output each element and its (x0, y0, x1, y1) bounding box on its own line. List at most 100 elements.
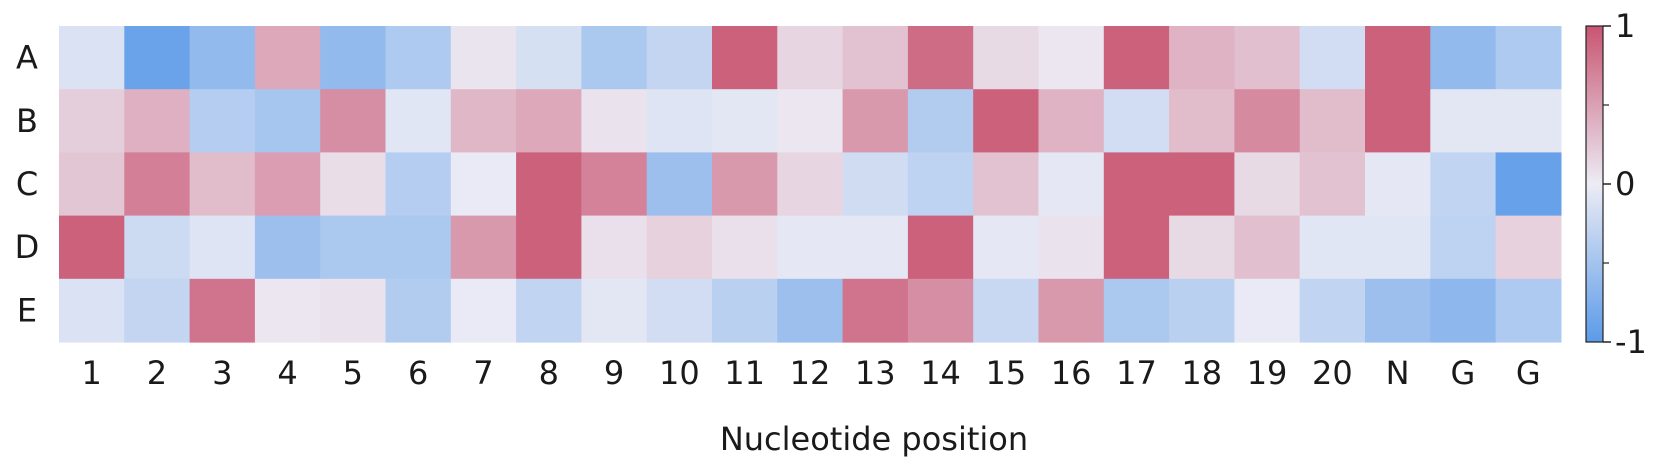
heatmap-cell-B-18 (1169, 89, 1235, 153)
heatmap-cell-D-8 (516, 215, 582, 280)
y-tick-label-B: B (16, 102, 38, 140)
heatmap-cell-D-15 (973, 215, 1040, 280)
heatmap-cell-B-8 (516, 89, 582, 153)
heatmap-cell-E-6 (385, 278, 452, 343)
heatmap-cell-B-7 (450, 89, 517, 153)
heatmap-cell-A-4 (254, 26, 321, 90)
heatmap-cell-A-9 (581, 26, 648, 90)
heatmap-cell-E-7 (450, 278, 517, 343)
heatmap-cell-E-4 (254, 278, 321, 343)
heatmap-cell-A-13 (842, 26, 909, 90)
heatmap-cell-C-21 (1365, 152, 1431, 217)
x-tick-label-6: 6 (408, 354, 428, 392)
x-tick-label-18: 18 (1181, 354, 1222, 392)
x-tick-label-21: N (1386, 354, 1410, 392)
heatmap-cell-A-7 (450, 26, 517, 90)
heatmap-cell-A-15 (973, 26, 1040, 90)
heatmap-cell-C-7 (450, 152, 517, 217)
heatmap-cell-C-17 (1103, 152, 1170, 217)
colorbar: 1 0 -1 (1585, 7, 1647, 361)
x-tick-label-5: 5 (343, 354, 363, 392)
y-tick-label-C: C (16, 165, 38, 203)
x-tick-label-9: 9 (604, 354, 624, 392)
heatmap-cell-D-23 (1495, 215, 1562, 280)
heatmap-cell-B-3 (189, 89, 256, 153)
heatmap-cell-D-11 (712, 215, 778, 280)
heatmap-cell-E-18 (1169, 278, 1235, 343)
heatmap-cell-E-11 (712, 278, 778, 343)
heatmap-cell-B-1 (59, 89, 125, 153)
heatmap-cell-A-12 (777, 26, 844, 90)
heatmap-cell-D-6 (385, 215, 452, 280)
heatmap-cell-B-16 (1038, 89, 1105, 153)
heatmap-cell-D-5 (320, 215, 387, 280)
heatmap-cell-A-8 (516, 26, 582, 90)
heatmap-cell-E-15 (973, 278, 1040, 343)
heatmap-cell-C-10 (646, 152, 713, 217)
heatmap-cell-B-11 (712, 89, 778, 153)
x-tick-label-22: G (1451, 354, 1476, 392)
x-tick-label-12: 12 (790, 354, 831, 392)
heatmap-cell-A-20 (1299, 26, 1366, 90)
x-tick-label-10: 10 (659, 354, 700, 392)
heatmap-cell-A-23 (1495, 26, 1562, 90)
heatmap-cell-B-23 (1495, 89, 1562, 153)
heatmap-cell-B-22 (1430, 89, 1497, 153)
heatmap-cell-D-22 (1430, 215, 1497, 280)
heatmap-cell-A-10 (646, 26, 713, 90)
heatmap-cell-D-19 (1234, 215, 1301, 280)
heatmap-cell-E-16 (1038, 278, 1105, 343)
heatmap-cell-E-9 (581, 278, 648, 343)
heatmap-cell-C-16 (1038, 152, 1105, 217)
heatmap-cell-D-17 (1103, 215, 1170, 280)
heatmap-cell-E-12 (777, 278, 844, 343)
heatmap-cell-A-14 (907, 26, 974, 90)
x-tick-label-11: 11 (724, 354, 765, 392)
heatmap-cell-C-9 (581, 152, 648, 217)
heatmap-cell-D-12 (777, 215, 844, 280)
heatmap-cell-B-2 (124, 89, 191, 153)
x-tick-label-3: 3 (212, 354, 232, 392)
heatmap-cell-D-14 (907, 215, 974, 280)
x-tick-label-20: 20 (1312, 354, 1353, 392)
heatmap-cell-C-18 (1169, 152, 1235, 217)
x-tick-label-15: 15 (985, 354, 1026, 392)
x-tick-label-17: 17 (1116, 354, 1157, 392)
heatmap-cell-C-20 (1299, 152, 1366, 217)
heatmap-cell-E-3 (189, 278, 256, 343)
colorbar-tick-label: -1 (1615, 323, 1647, 361)
heatmap-cell-B-9 (581, 89, 648, 153)
x-tick-label-2: 2 (147, 354, 167, 392)
x-tick-label-14: 14 (920, 354, 961, 392)
x-tick-label-7: 7 (473, 354, 493, 392)
y-tick-label-D: D (15, 228, 40, 266)
heatmap-cell-B-20 (1299, 89, 1366, 153)
heatmap-cell-B-14 (907, 89, 974, 153)
y-tick-label-E: E (17, 291, 37, 329)
colorbar-tick-label: 1 (1615, 7, 1635, 45)
heatmap-cell-E-2 (124, 278, 191, 343)
x-tick-label-13: 13 (855, 354, 896, 392)
heatmap-cell-E-8 (516, 278, 582, 343)
heatmap-cell-D-9 (581, 215, 648, 280)
heatmap-cell-A-5 (320, 26, 387, 90)
heatmap-cell-C-4 (254, 152, 321, 217)
colorbar-ticks: 1 0 -1 (1603, 7, 1647, 361)
heatmap-cell-D-4 (254, 215, 321, 280)
heatmap-cell-A-17 (1103, 26, 1170, 90)
heatmap-cell-E-17 (1103, 278, 1170, 343)
heatmap-cell-B-17 (1103, 89, 1170, 153)
heatmap-cell-C-1 (59, 152, 125, 217)
heatmap-cell-A-2 (124, 26, 191, 90)
heatmap-cell-A-6 (385, 26, 452, 90)
heatmap-cell-C-15 (973, 152, 1040, 217)
heatmap-cell-B-13 (842, 89, 909, 153)
heatmap-cell-A-19 (1234, 26, 1301, 90)
colorbar-tick-label: 0 (1615, 165, 1635, 203)
heatmap-cell-A-1 (59, 26, 125, 90)
y-tick-label-A: A (16, 39, 38, 77)
heatmap-cell-C-23 (1495, 152, 1562, 217)
heatmap-cell-B-10 (646, 89, 713, 153)
heatmap-cell-B-19 (1234, 89, 1301, 153)
